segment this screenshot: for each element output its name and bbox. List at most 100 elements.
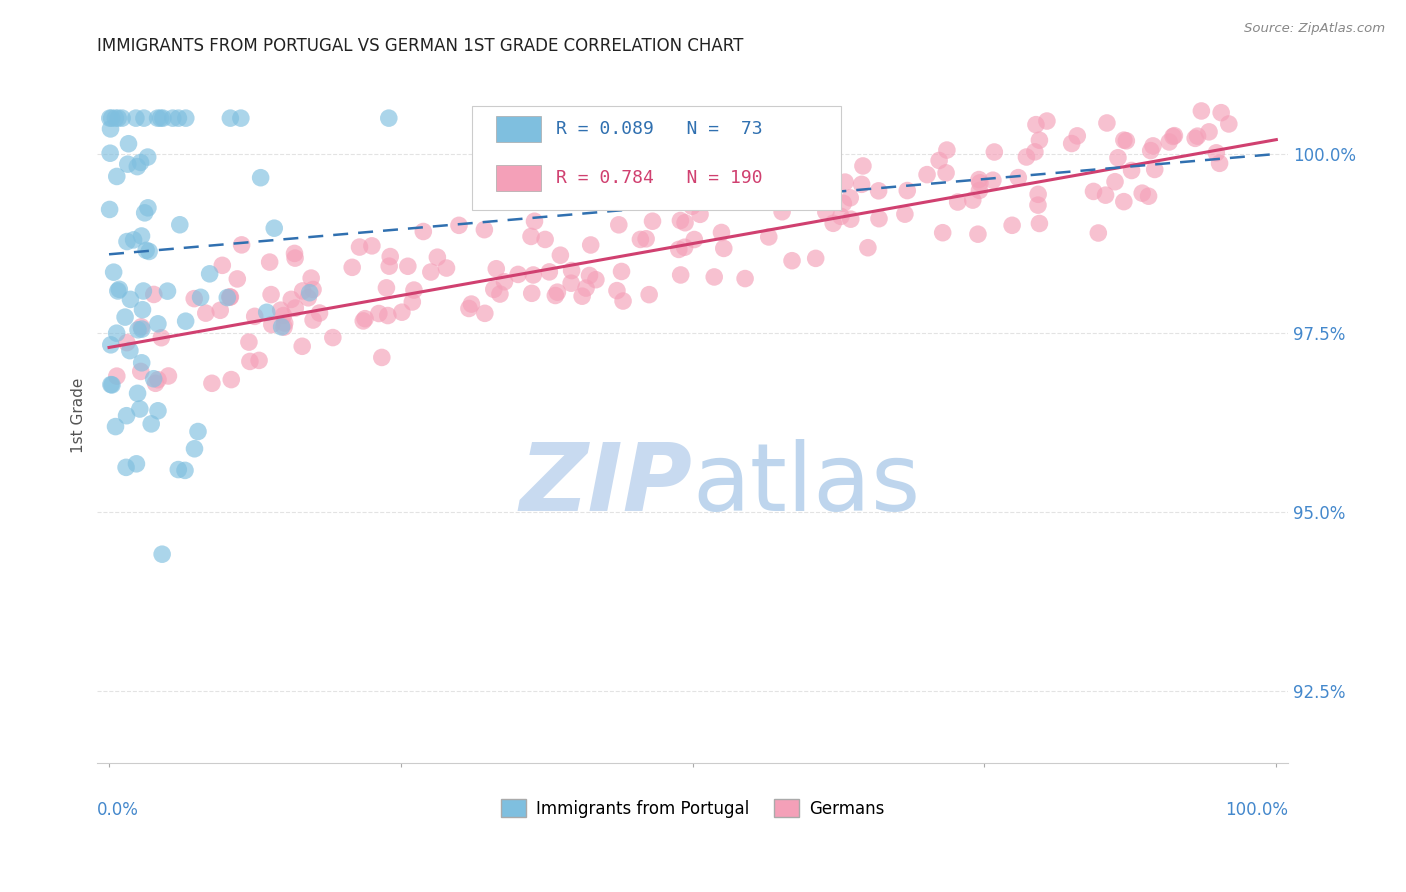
Point [127, 386, 149, 401]
Point [229, 111, 252, 125]
Point [145, 376, 167, 391]
Point [167, 111, 190, 125]
Y-axis label: 1st Grade: 1st Grade [72, 378, 86, 453]
Point [1083, 185, 1105, 199]
Point [830, 210, 852, 224]
Point [378, 111, 401, 125]
Point [260, 287, 283, 301]
Point [804, 252, 827, 266]
Point [780, 253, 803, 268]
Point [780, 193, 803, 207]
Point [142, 287, 165, 301]
Point [129, 319, 152, 334]
Point [946, 195, 969, 210]
Point [1189, 103, 1212, 118]
Point [610, 264, 633, 278]
Point [1159, 135, 1181, 149]
Point [98, 146, 121, 161]
Point [935, 166, 957, 180]
Point [758, 230, 780, 244]
Point [734, 271, 756, 285]
Point [778, 179, 800, 194]
Point [174, 111, 197, 125]
Point [489, 287, 512, 301]
Point [1205, 145, 1227, 160]
Point [132, 284, 155, 298]
Point [695, 195, 717, 210]
Point [256, 305, 278, 319]
Point [754, 192, 776, 206]
Point [1028, 133, 1050, 147]
Point [1087, 226, 1109, 240]
Text: R = 0.089   N =  73: R = 0.089 N = 73 [555, 120, 762, 138]
Point [769, 193, 792, 207]
Point [1163, 128, 1185, 143]
Point [713, 241, 735, 255]
Point [115, 460, 138, 475]
Point [100, 122, 122, 136]
FancyBboxPatch shape [496, 165, 541, 191]
Point [1060, 136, 1083, 151]
FancyBboxPatch shape [496, 116, 541, 143]
Point [1026, 198, 1049, 212]
Point [183, 442, 205, 456]
Point [367, 306, 389, 320]
Point [291, 339, 314, 353]
Point [790, 194, 813, 208]
Point [482, 282, 505, 296]
Point [131, 322, 153, 336]
Point [115, 409, 138, 423]
Point [402, 283, 425, 297]
Point [100, 111, 122, 125]
Point [375, 281, 398, 295]
Point [419, 265, 441, 279]
Point [1187, 129, 1209, 144]
Point [503, 187, 526, 202]
Point [302, 313, 325, 327]
Point [377, 309, 399, 323]
Point [273, 320, 295, 334]
Point [111, 111, 134, 125]
Point [174, 463, 197, 477]
Point [115, 335, 138, 350]
Point [494, 275, 516, 289]
Point [131, 302, 153, 317]
Point [1001, 219, 1024, 233]
Point [152, 111, 174, 125]
Point [928, 153, 950, 168]
Point [1139, 144, 1161, 158]
Point [150, 547, 173, 561]
Point [1112, 194, 1135, 209]
Point [129, 155, 152, 169]
Point [1024, 145, 1046, 159]
Point [308, 306, 330, 320]
Point [114, 310, 136, 325]
Point [117, 157, 139, 171]
Point [460, 297, 482, 311]
Point [1142, 139, 1164, 153]
Point [322, 330, 344, 344]
Point [638, 287, 661, 301]
Point [125, 457, 148, 471]
Point [575, 281, 598, 295]
Point [1066, 128, 1088, 143]
Point [523, 214, 546, 228]
Point [169, 218, 191, 232]
Point [839, 191, 862, 205]
Point [273, 309, 295, 323]
Point [284, 251, 307, 265]
Point [249, 170, 271, 185]
Point [247, 353, 270, 368]
Text: 0.0%: 0.0% [97, 801, 139, 820]
Point [352, 314, 374, 328]
Point [100, 377, 122, 392]
Point [935, 143, 957, 157]
Point [149, 111, 172, 125]
Point [117, 136, 139, 151]
Point [371, 351, 394, 365]
Point [187, 425, 209, 439]
Point [299, 271, 322, 285]
Point [132, 111, 155, 125]
Point [1112, 133, 1135, 147]
Point [474, 306, 496, 320]
